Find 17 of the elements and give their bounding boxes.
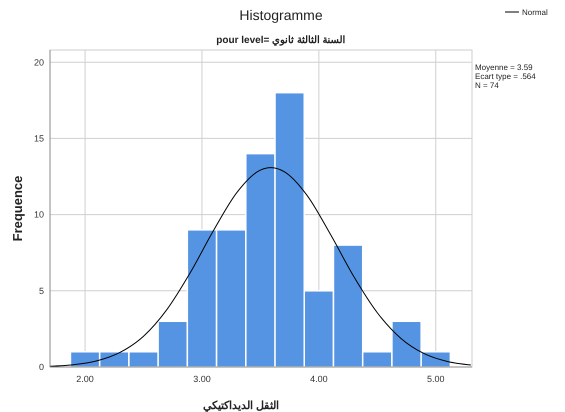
x-axis-title: الثقل الديداكتيكي <box>202 400 280 412</box>
x-tick-label: 2.00 <box>76 374 94 384</box>
legend-label: Normal <box>522 8 548 17</box>
y-tick-label: 15 <box>34 134 44 144</box>
y-tick-label: 10 <box>34 210 44 220</box>
text: N = 74 <box>475 81 500 90</box>
x-tick-label: 5.00 <box>426 374 445 384</box>
chart-subtitle: pour level= السنة الثالثة ثانوي <box>216 35 346 46</box>
text: Moyenne = 3.59 <box>475 63 534 72</box>
x-tick-label: 3.00 <box>193 374 211 384</box>
text: Ecart type = .564 <box>475 72 536 81</box>
y-tick-label: 20 <box>34 57 44 68</box>
y-tick-label: 0 <box>38 362 44 372</box>
chart-title: Histogramme <box>239 7 323 23</box>
x-tick-label: 4.00 <box>310 374 328 384</box>
y-tick-label: 5 <box>38 286 44 296</box>
y-axis-title: Frequence <box>10 176 25 242</box>
